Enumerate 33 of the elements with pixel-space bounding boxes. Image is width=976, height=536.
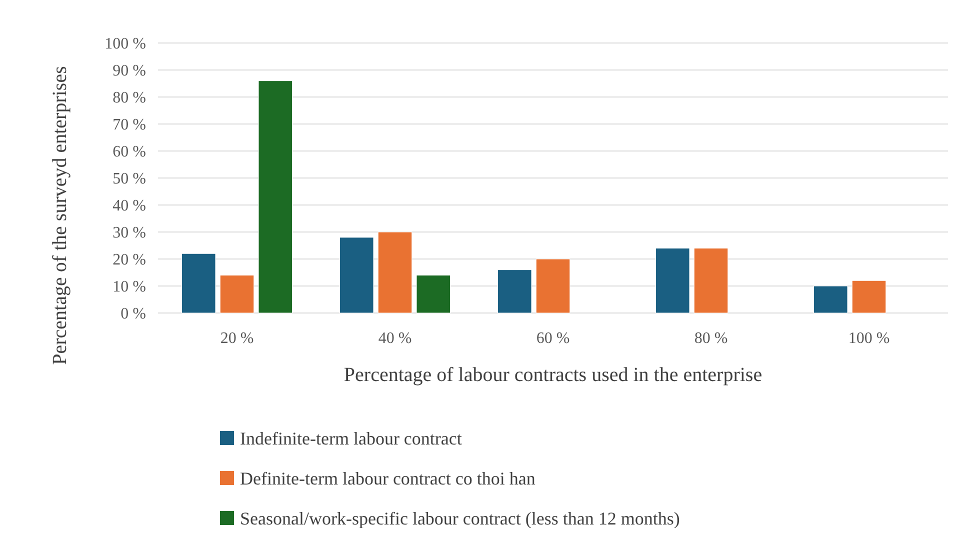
x-tick-label: 20 % <box>220 330 254 347</box>
bar <box>258 80 293 314</box>
bar <box>339 237 374 314</box>
y-tick-label: 30 % <box>112 224 146 242</box>
x-tick-label: 60 % <box>536 330 570 347</box>
y-tick-label: 70 % <box>112 116 146 134</box>
x-tick-label: 40 % <box>378 330 412 347</box>
bar <box>813 286 848 314</box>
y-tick-label: 90 % <box>112 62 146 80</box>
legend-label: Seasonal/work-specific labour contract (less than 12 months) <box>240 508 680 528</box>
y-tick-label: 20 % <box>112 252 146 269</box>
bar <box>416 274 451 314</box>
y-tick-label: 0 % <box>120 306 146 323</box>
y-axis-title: Percentage of the surveyd enterprises <box>49 66 71 365</box>
bar <box>536 258 570 314</box>
legend-label: Indefinite-term labour contract <box>240 428 462 448</box>
bar <box>655 248 690 314</box>
legend-label: Definite-term labour contract co thoi han <box>240 468 536 488</box>
y-tick-label: 100 % <box>104 36 146 53</box>
y-tick-label: 40 % <box>112 198 146 215</box>
bar <box>497 270 532 314</box>
bar <box>852 280 886 314</box>
bar <box>378 232 412 314</box>
y-tick-label: 50 % <box>112 170 146 188</box>
x-tick-label: 80 % <box>694 330 728 347</box>
y-tick-label: 80 % <box>112 90 146 107</box>
bar <box>694 248 728 314</box>
bar <box>220 274 254 314</box>
x-axis-title: Percentage of labour contracts used in the enterprise <box>344 364 762 386</box>
y-tick-label: 60 % <box>112 144 146 161</box>
y-tick-label: 10 % <box>112 278 146 296</box>
x-tick-label: 100 % <box>848 330 890 347</box>
bar <box>181 253 216 314</box>
